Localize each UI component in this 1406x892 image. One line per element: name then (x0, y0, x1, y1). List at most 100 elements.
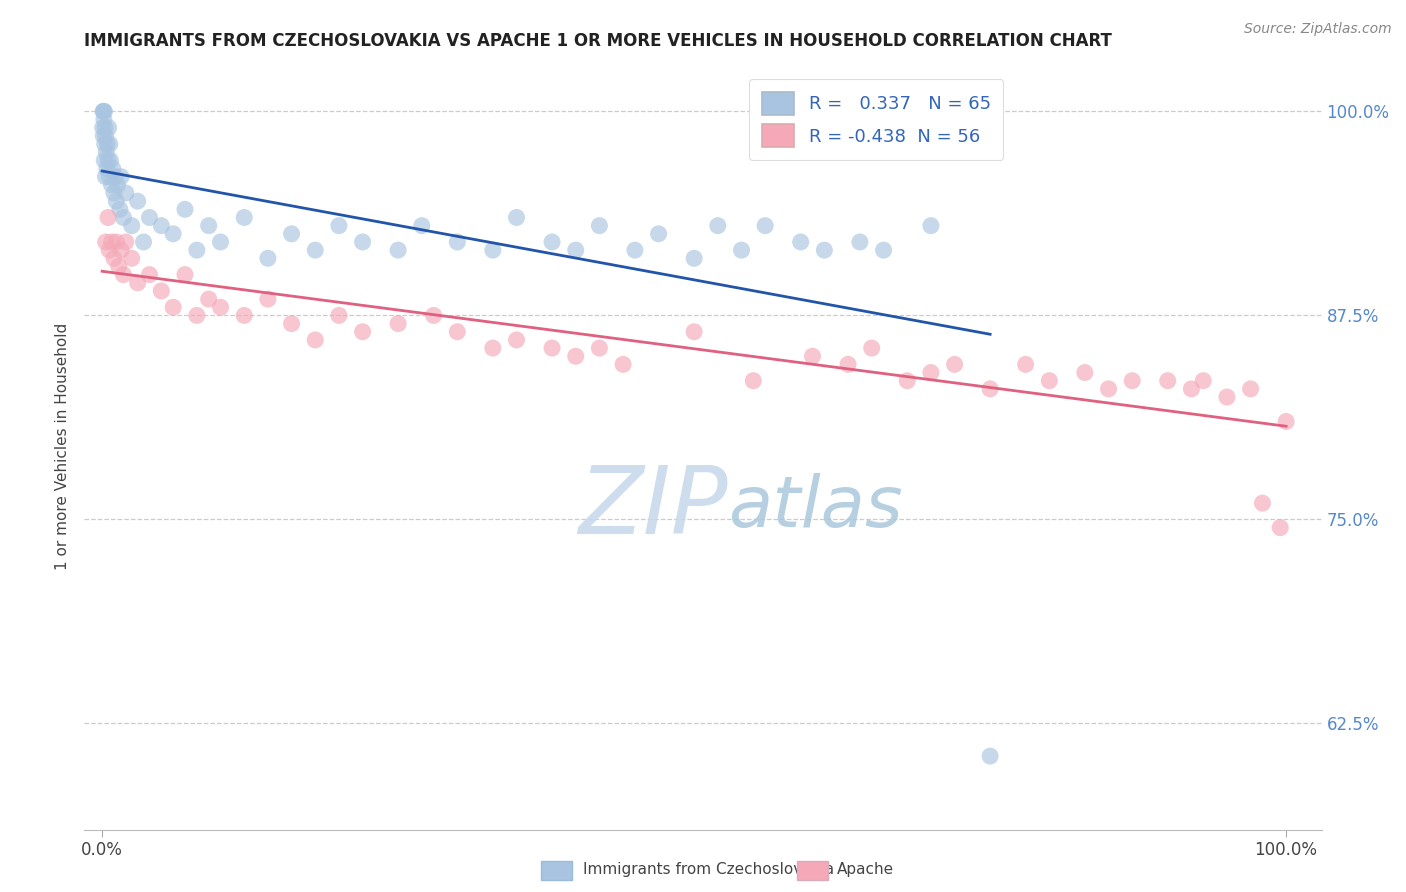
Point (979, 382, 1001, 396)
Point (97, 120, 120, 135)
Point (872, 243, 894, 257)
Point (91, 104, 114, 119)
Point (541, 341, 564, 355)
Point (94, 169, 117, 184)
Point (186, 309, 208, 323)
Text: Immigrants from Czechoslovakia: Immigrants from Czechoslovakia (583, 863, 835, 877)
Point (588, 219, 610, 233)
Point (107, 260, 129, 274)
Point (304, 333, 326, 347)
Point (150, 284, 173, 298)
Point (505, 211, 527, 225)
Point (93, 153, 115, 168)
Point (328, 309, 350, 323)
Point (162, 300, 184, 314)
Point (1270, 520, 1292, 534)
Point (541, 235, 564, 249)
Point (91, 128, 114, 143)
Point (107, 178, 129, 192)
Point (920, 366, 942, 380)
Point (98, 136, 121, 151)
Text: Apache: Apache (837, 863, 894, 877)
Point (174, 268, 197, 282)
Point (197, 292, 219, 306)
Point (1014, 358, 1036, 372)
Point (588, 341, 610, 355)
Point (96, 145, 118, 160)
Point (91, 120, 114, 135)
Point (979, 749, 1001, 764)
Point (1097, 382, 1119, 396)
Point (112, 268, 135, 282)
Point (100, 153, 122, 168)
Point (411, 219, 433, 233)
Point (233, 211, 256, 225)
Point (121, 219, 143, 233)
Point (1275, 415, 1298, 429)
Point (564, 349, 586, 363)
Point (1157, 374, 1180, 388)
Point (209, 235, 232, 249)
Point (1074, 366, 1097, 380)
Point (1239, 382, 1261, 396)
Point (97, 153, 120, 168)
Point (127, 194, 149, 209)
Point (103, 252, 125, 266)
Point (93, 104, 115, 119)
Point (257, 252, 280, 266)
Point (108, 202, 131, 217)
Text: IMMIGRANTS FROM CZECHOSLOVAKIA VS APACHE 1 OR MORE VEHICLES IN HOUSEHOLD CORRELA: IMMIGRANTS FROM CZECHOSLOVAKIA VS APACHE… (84, 32, 1112, 50)
Point (98, 243, 121, 257)
Point (860, 341, 883, 355)
Point (624, 243, 647, 257)
Point (96, 161, 118, 176)
Text: atlas: atlas (728, 473, 903, 541)
Point (789, 235, 811, 249)
Point (112, 211, 135, 225)
Point (730, 243, 752, 257)
Point (943, 358, 966, 372)
Point (138, 268, 160, 282)
Point (186, 243, 208, 257)
Text: ZIP: ZIP (578, 462, 728, 553)
Point (352, 235, 374, 249)
Point (1038, 374, 1060, 388)
Point (896, 374, 918, 388)
Point (93, 104, 115, 119)
Point (683, 252, 706, 266)
Point (564, 243, 586, 257)
Point (1180, 382, 1202, 396)
Point (1192, 374, 1215, 388)
Point (105, 194, 128, 209)
Point (482, 341, 505, 355)
Point (754, 219, 776, 233)
Point (100, 235, 122, 249)
Point (110, 243, 132, 257)
Point (197, 219, 219, 233)
Point (162, 227, 184, 241)
Point (100, 178, 122, 192)
Point (101, 161, 124, 176)
Point (138, 211, 160, 225)
Point (849, 235, 872, 249)
Point (387, 317, 409, 331)
Point (742, 374, 765, 388)
Point (837, 358, 859, 372)
Point (920, 219, 942, 233)
Y-axis label: 1 or more Vehicles in Household: 1 or more Vehicles in Household (55, 322, 70, 570)
Point (97, 211, 120, 225)
Point (446, 235, 468, 249)
Point (612, 358, 634, 372)
Point (93, 112, 115, 127)
Point (813, 243, 835, 257)
Point (110, 169, 132, 184)
Point (233, 309, 256, 323)
Point (387, 243, 409, 257)
Point (121, 252, 143, 266)
Point (127, 276, 149, 290)
Point (328, 219, 350, 233)
Point (707, 219, 730, 233)
Point (801, 349, 824, 363)
Point (94, 120, 117, 135)
Point (114, 235, 136, 249)
